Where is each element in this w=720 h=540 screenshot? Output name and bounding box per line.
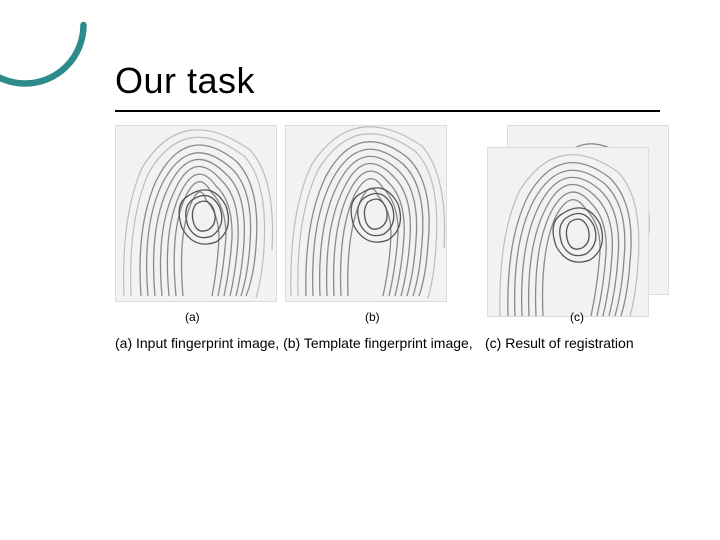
label-a: (a) — [185, 310, 200, 324]
caption-c: (c) Result of registration — [485, 335, 634, 351]
decorative-ring — [0, 0, 90, 90]
fingerprint-input — [115, 125, 277, 302]
figure-sublabels: (a) (b) (c) — [115, 310, 675, 330]
figure-c — [477, 125, 667, 300]
figure-row — [115, 125, 675, 305]
title-underline — [115, 110, 660, 112]
fingerprint-registration-front — [487, 147, 649, 317]
label-c: (c) — [570, 310, 584, 324]
label-b: (b) — [365, 310, 380, 324]
ring-svg — [0, 0, 90, 90]
caption-ab: (a) Input fingerprint image, (b) Templat… — [115, 335, 473, 351]
figure-a — [115, 125, 275, 300]
slide-title: Our task — [115, 60, 255, 102]
figure-b — [285, 125, 445, 300]
fingerprint-template — [285, 125, 447, 302]
